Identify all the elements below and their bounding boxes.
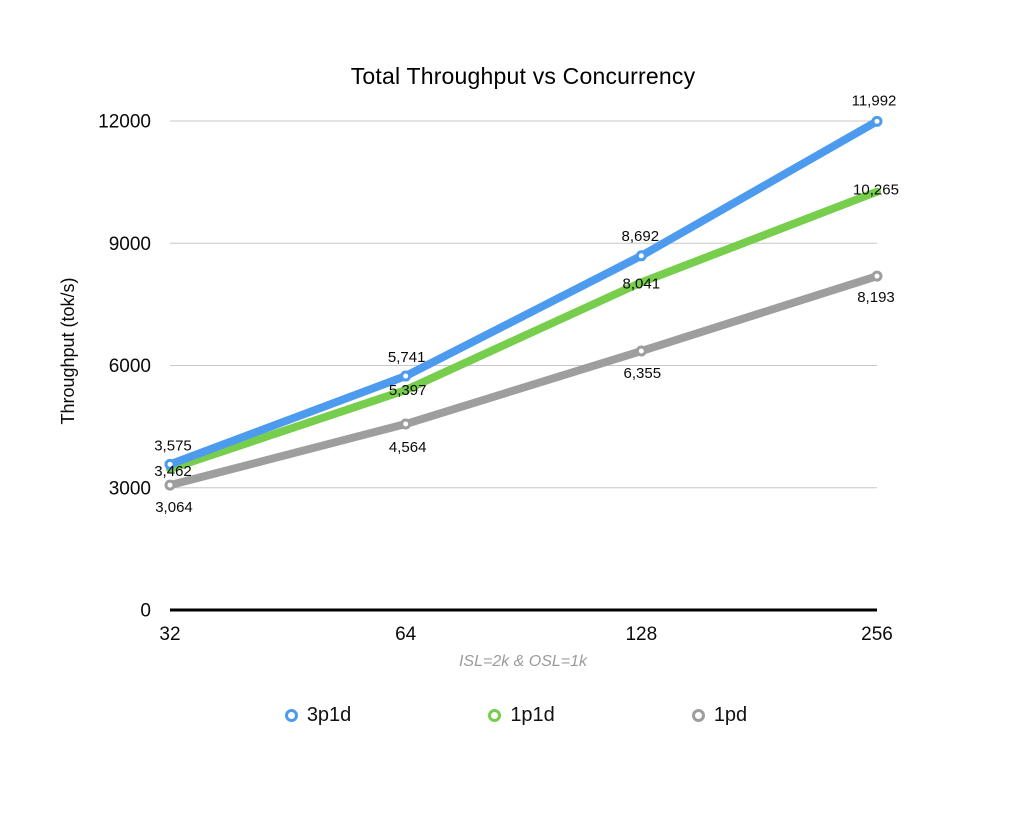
data-label-1pd: 6,355 <box>624 365 662 382</box>
series-line-3p1d <box>166 117 881 469</box>
legend-label: 1p1d <box>510 703 555 726</box>
legend-item-3p1d: 3p1d <box>284 703 352 727</box>
legend-label: 1pd <box>713 703 748 726</box>
data-label-1p1d: 8,041 <box>623 275 661 292</box>
y-tick-label: 12000 <box>98 112 151 133</box>
data-label-1pd: 8,193 <box>857 289 895 306</box>
data-point-marker-1pd <box>164 479 176 491</box>
series-line-1p1d <box>166 187 881 473</box>
legend-ring-icon <box>691 708 705 722</box>
series-line-1pd <box>166 272 881 490</box>
data-label-1p1d: 3,462 <box>154 463 192 480</box>
axis-note: ISL=2k & OSL=1k <box>458 653 588 670</box>
legend-ring-icon <box>284 708 298 722</box>
data-point-marker-1pd <box>400 418 412 430</box>
y-tick-label: 0 <box>140 601 151 622</box>
x-tick-label: 64 <box>395 624 417 645</box>
chart-legend: 3p1d 1p1d 1pd <box>0 700 1032 730</box>
data-label-1pd: 4,564 <box>389 439 427 456</box>
data-label-1p1d: 10,265 <box>853 182 899 199</box>
data-point-marker-3p1d <box>164 458 176 470</box>
chart-title: Total Throughput vs Concurrency <box>350 63 696 89</box>
data-point-marker-1pd <box>871 270 883 282</box>
data-label-1p1d: 5,397 <box>389 382 427 399</box>
legend-label: 3p1d <box>306 703 352 726</box>
data-label-3p1d: 11,992 <box>852 92 897 109</box>
legend-item-1p1d: 1p1d <box>488 704 555 727</box>
data-point-marker-3p1d <box>871 115 883 127</box>
data-point-marker-3p1d <box>635 250 647 262</box>
x-tick-label: 256 <box>861 624 893 645</box>
data-label-1pd: 3,064 <box>155 499 193 516</box>
x-tick-label: 128 <box>625 624 657 645</box>
data-point-marker-3p1d <box>400 370 412 382</box>
y-tick-label: 3000 <box>109 478 151 499</box>
y-tick-label: 9000 <box>109 234 151 255</box>
data-label-3p1d: 3,575 <box>154 437 192 454</box>
x-tick-label: 32 <box>159 624 180 645</box>
legend-item-1pd: 1pd <box>691 703 748 727</box>
legend-ring-icon <box>488 708 502 722</box>
data-point-marker-1pd <box>635 345 647 357</box>
data-label-3p1d: 8,692 <box>622 228 660 245</box>
y-tick-label: 6000 <box>109 356 151 377</box>
y-axis-title: Throughput (tok/s) <box>58 277 78 424</box>
data-label-3p1d: 5,741 <box>388 349 426 366</box>
